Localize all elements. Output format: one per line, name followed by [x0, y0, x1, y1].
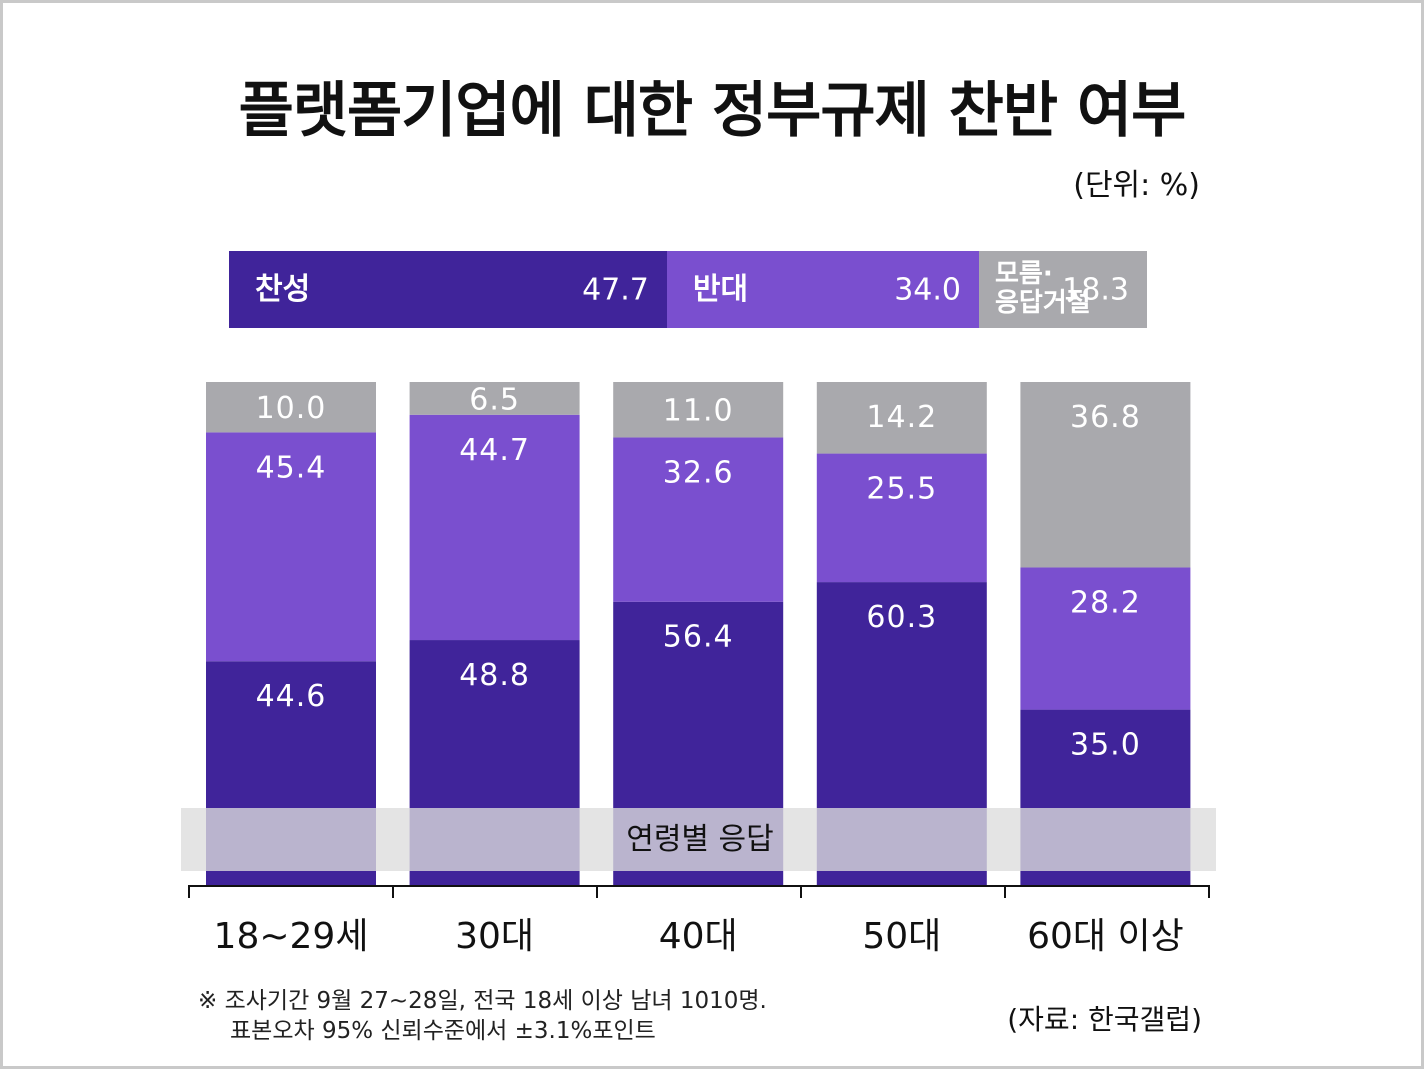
bar-segment-unknown [409, 382, 580, 415]
x-tick-label: 40대 [659, 916, 738, 957]
data-label-agree: 48.8 [459, 658, 530, 693]
bar-segment-disagree [816, 453, 987, 583]
x-tick-label: 18~29세 [214, 916, 369, 957]
data-label-agree: 60.3 [866, 600, 937, 635]
summary-agree-value: 47.7 [582, 272, 649, 307]
data-label-disagree: 32.6 [663, 455, 734, 490]
summary-disagree: 반대 34.0 [666, 251, 979, 328]
footnote: ※ 조사기간 9월 27~28일, 전국 18세 이상 남녀 1010명. 표본… [198, 986, 767, 1046]
chart-title: 플랫폼기업에 대한 정부규제 찬반 여부 [238, 76, 1187, 146]
bar-segment-unknown [816, 382, 987, 454]
x-tick-label: 30대 [455, 916, 534, 957]
bar-segment-disagree [206, 432, 376, 662]
summary-unknown: 모름· 응답거절 18.3 [978, 251, 1147, 328]
data-label-disagree: 25.5 [866, 472, 937, 507]
summary-unknown-label-line1: 모름· [994, 258, 1053, 289]
bar-segment-unknown [613, 382, 784, 438]
summary-unknown-label: 모름· 응답거절 [994, 258, 1091, 320]
summary-agree: 찬성 47.7 [229, 251, 667, 328]
data-label-disagree: 28.2 [1070, 585, 1141, 620]
bar-segment-disagree [613, 437, 784, 602]
age-band-label: 연령별 응답 [626, 822, 774, 857]
data-label-unknown: 36.8 [1070, 400, 1141, 435]
data-label-agree: 44.6 [256, 679, 327, 714]
bar-segment-unknown [206, 382, 376, 433]
x-tick-label: 60대 이상 [1027, 916, 1184, 957]
summary-unknown-value: 18.3 [1062, 272, 1129, 307]
data-label-agree: 35.0 [1070, 728, 1141, 763]
source-label: (자료: 한국갤럽) [1007, 1003, 1202, 1036]
bar-segment-disagree [1020, 567, 1191, 710]
overall-summary-bar: 찬성 47.7 반대 34.0 모름· 응답거절 18.3 [229, 251, 1147, 328]
summary-disagree-value: 34.0 [894, 272, 961, 307]
footnote-line-2: 표본오차 95% 신뢰수준에서 ±3.1%포인트 [230, 1018, 656, 1044]
bar-segment-disagree [409, 414, 580, 641]
data-label-unknown: 11.0 [663, 394, 734, 429]
data-label-disagree: 44.7 [459, 433, 530, 468]
summary-agree-label: 찬성 [255, 271, 311, 307]
data-label-disagree: 45.4 [256, 450, 327, 485]
age-band-overlay [181, 808, 1216, 871]
data-label-unknown: 6.5 [469, 382, 520, 417]
data-label-agree: 56.4 [663, 620, 734, 655]
footnote-line-1: ※ 조사기간 9월 27~28일, 전국 18세 이상 남녀 1010명. [198, 988, 767, 1014]
data-label-unknown: 10.0 [256, 391, 327, 426]
summary-disagree-label: 반대 [692, 271, 749, 307]
x-tick-label: 50대 [862, 916, 941, 957]
bar-segment-unknown [1020, 382, 1191, 568]
data-label-unknown: 14.2 [866, 400, 937, 435]
unit-label: (단위: %) [1073, 168, 1200, 203]
summary-unknown-label-line2: 응답거절 [994, 288, 1091, 319]
